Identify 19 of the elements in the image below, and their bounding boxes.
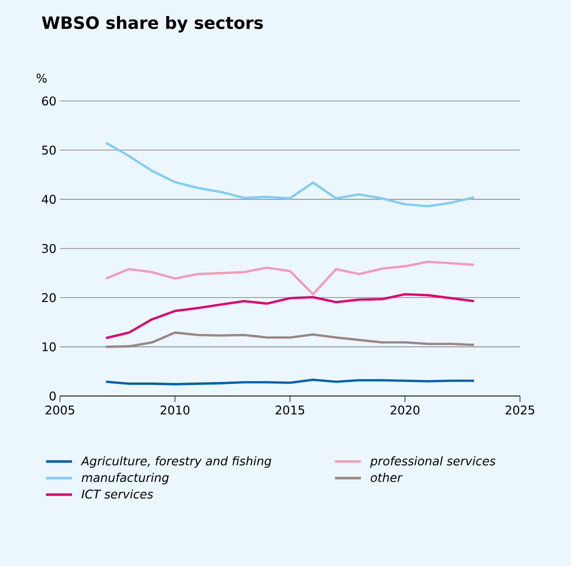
- y-axis-title: %: [36, 74, 47, 83]
- legend-label: manufacturing: [82, 472, 169, 484]
- y-tick-label: 10: [42, 342, 56, 352]
- legend-label: ICT services: [82, 489, 154, 499]
- chart-title: WBSO share by sectors: [42, 16, 263, 32]
- y-tick-label: 30: [42, 244, 56, 254]
- y-tick-label: 20: [42, 293, 56, 302]
- x-tick-label: 2010: [160, 406, 190, 415]
- y-tick-label: 60: [42, 96, 56, 106]
- legend-label: professional services: [370, 456, 496, 468]
- x-tick-label: 2015: [276, 406, 304, 415]
- y-tick-label: 0: [50, 391, 56, 401]
- y-tick-label: 50: [42, 146, 56, 155]
- x-tick-label: 2005: [46, 406, 74, 415]
- legend-label: Agriculture, forestry and fishing: [80, 456, 272, 468]
- y-tick-label: 40: [42, 194, 56, 204]
- legend-label: other: [370, 472, 403, 482]
- x-tick-label: 2020: [390, 406, 420, 415]
- x-tick-label: 2025: [506, 406, 534, 415]
